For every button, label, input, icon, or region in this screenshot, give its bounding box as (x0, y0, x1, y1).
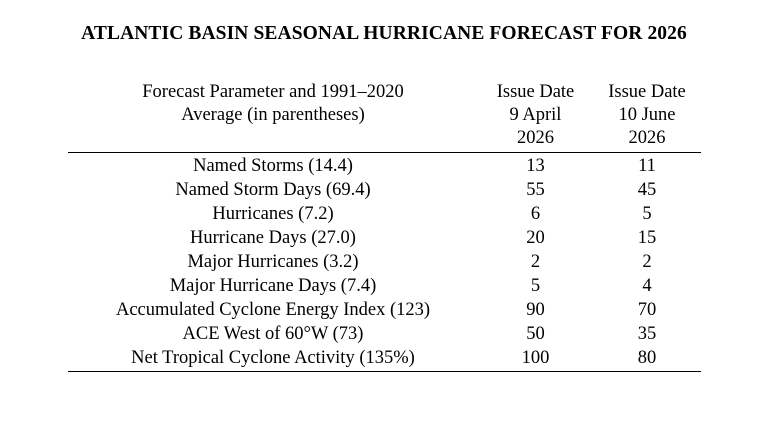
table-row: Hurricanes (7.2) 6 5 (68, 202, 701, 226)
april-header-line-1: Issue Date (496, 82, 575, 102)
table-row: Major Hurricanes (3.2) 2 2 (68, 250, 701, 274)
table-row: ACE West of 60°W (73) 50 35 (68, 322, 701, 346)
parameter-cell: ACE West of 60°W (73) (182, 324, 364, 344)
june-header-line-2: 10 June (618, 105, 676, 125)
parameter-header-line-1: Forecast Parameter and 1991–2020 (142, 82, 404, 102)
table-row: Net Tropical Cyclone Activity (135%) 100… (68, 346, 701, 370)
table-row: Hurricane Days (27.0) 20 15 (68, 226, 701, 250)
table-row: Accumulated Cyclone Energy Index (123) 9… (68, 298, 701, 322)
april-value-cell: 6 (530, 204, 541, 224)
parameter-cell: Named Storm Days (69.4) (175, 180, 371, 200)
april-value-cell: 2 (530, 252, 541, 272)
june-header-line-3: 2026 (628, 128, 666, 148)
parameter-cell: Accumulated Cyclone Energy Index (123) (115, 300, 431, 320)
forecast-table-body: Named Storms (14.4) 13 11 Named Storm Da… (68, 154, 701, 370)
april-value-cell: 50 (526, 324, 545, 344)
june-value-cell: 80 (637, 348, 657, 368)
june-value-cell: 4 (642, 276, 652, 296)
june-value-cell: 11 (638, 156, 656, 176)
table-bottom-rule (68, 371, 701, 372)
parameter-column-header: Forecast Parameter and 1991–2020 Average… (68, 81, 478, 127)
june-header-line-1: Issue Date (608, 82, 686, 102)
april-column-header: Issue Date 9 April 2026 (478, 81, 593, 150)
table-row: Major Hurricane Days (7.4) 5 4 (68, 274, 701, 298)
april-value-cell: 55 (526, 180, 545, 200)
april-header-line-3: 2026 (517, 128, 554, 148)
june-value-cell: 2 (642, 252, 652, 272)
april-value-cell: 5 (530, 276, 541, 296)
june-value-cell: 15 (637, 228, 657, 248)
april-header-line-2: 9 April (509, 105, 562, 125)
april-value-cell: 90 (526, 300, 545, 320)
june-value-cell: 5 (642, 204, 652, 224)
parameter-cell: Named Storms (14.4) (193, 156, 353, 176)
april-value-cell: 13 (526, 156, 545, 176)
table-row: Named Storms (14.4) 13 11 (68, 154, 701, 178)
page-title: ATLANTIC BASIN SEASONAL HURRICANE FORECA… (81, 23, 687, 44)
april-value-cell: 100 (521, 348, 550, 368)
parameter-cell: Major Hurricanes (3.2) (187, 252, 359, 272)
table-row: Named Storm Days (69.4) 55 45 (68, 178, 701, 202)
june-value-cell: 35 (637, 324, 657, 344)
june-column-header: Issue Date 10 June 2026 (593, 81, 701, 150)
header-divider (68, 152, 701, 153)
parameter-cell: Major Hurricane Days (7.4) (169, 276, 377, 296)
parameter-cell: Hurricane Days (27.0) (190, 228, 356, 248)
parameter-cell: Hurricanes (7.2) (212, 204, 334, 224)
april-value-cell: 20 (526, 228, 545, 248)
june-value-cell: 45 (637, 180, 657, 200)
june-value-cell: 70 (637, 300, 657, 320)
parameter-header-line-2: Average (in parentheses) (181, 105, 365, 125)
parameter-cell: Net Tropical Cyclone Activity (135%) (131, 348, 415, 368)
